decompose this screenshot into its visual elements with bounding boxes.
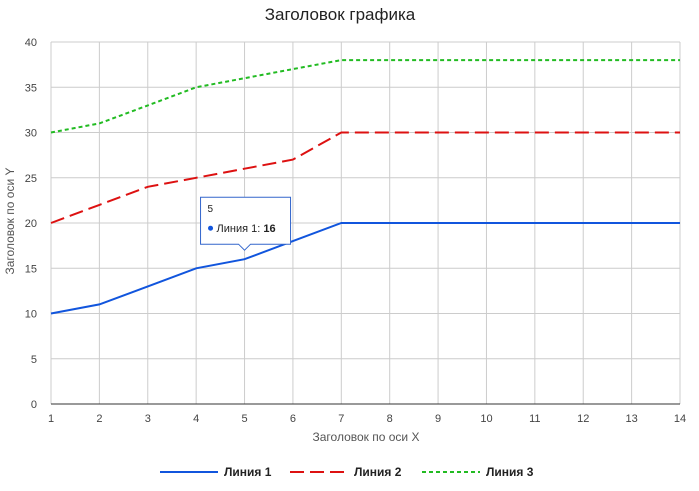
y-tick-label: 10 <box>25 309 37 321</box>
chart-title: Заголовок графика <box>265 5 416 24</box>
y-tick-label: 15 <box>25 263 37 275</box>
legend-label: Линия 1 <box>224 465 272 479</box>
x-tick-label: 8 <box>387 413 393 425</box>
tooltip-box <box>200 196 292 251</box>
legend-label: Линия 2 <box>354 465 402 479</box>
y-tick-label: 30 <box>25 128 37 140</box>
y-tick-label: 20 <box>25 218 37 230</box>
series-line <box>50 131 680 224</box>
x-tick-label: 11 <box>529 413 540 425</box>
x-tick-label: 10 <box>480 413 492 425</box>
x-tick-label: 4 <box>193 413 199 425</box>
x-tick-label: 14 <box>674 413 686 425</box>
tooltip-series-dot <box>208 225 214 231</box>
x-tick-label: 1 <box>48 413 54 425</box>
tooltip-series-name: Линия 1 <box>217 223 258 235</box>
tooltip-text: Линия 1: 16 <box>217 223 276 235</box>
y-tick-label: 35 <box>25 82 37 94</box>
series-line <box>50 222 680 315</box>
tooltip-colon: : <box>257 223 263 235</box>
y-tick-label: 0 <box>31 399 37 411</box>
x-tick-label: 2 <box>96 413 102 425</box>
y-axis-title: Заголовок по оси Y <box>3 168 17 275</box>
x-tick-label: 3 <box>145 413 151 425</box>
x-tick-label: 7 <box>338 413 344 425</box>
tooltip-x-value: 5 <box>208 204 214 215</box>
x-tick-label: 13 <box>625 413 637 425</box>
legend-label: Линия 3 <box>486 465 534 479</box>
series-line <box>50 59 680 134</box>
x-tick-label: 12 <box>577 413 589 425</box>
x-tick-label: 6 <box>290 413 296 425</box>
y-tick-label: 5 <box>31 354 37 366</box>
y-tick-label: 25 <box>25 173 37 185</box>
y-tick-label: 40 <box>25 37 37 49</box>
x-tick-label: 9 <box>435 413 441 425</box>
legend: Линия 1 Линия 2 Линия 3 <box>160 465 534 479</box>
x-tick-label: 5 <box>241 413 247 425</box>
x-axis-title: Заголовок по оси X <box>313 430 420 444</box>
tooltip-value: 16 <box>263 223 275 235</box>
series-lines <box>50 59 680 315</box>
tooltip: 5 Линия 1: 16 <box>200 196 292 251</box>
